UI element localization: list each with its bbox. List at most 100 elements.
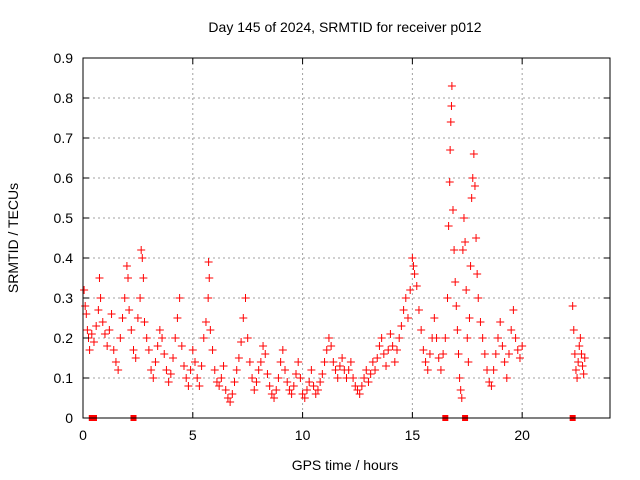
data-point (83, 326, 92, 334)
data-point (186, 366, 195, 374)
data-point (414, 306, 423, 314)
data-point (446, 146, 455, 154)
data-point (397, 322, 406, 330)
data-point (267, 390, 276, 398)
data-point (80, 286, 89, 294)
data-point (571, 366, 580, 374)
data-point (201, 318, 210, 326)
data-point (137, 246, 146, 254)
data-point (120, 294, 129, 302)
data-point (118, 314, 127, 322)
data-point (461, 238, 470, 246)
data-point (419, 346, 428, 354)
data-point (476, 318, 485, 326)
data-point (239, 314, 248, 322)
data-point (447, 82, 456, 90)
data-point (453, 326, 462, 334)
data-point (149, 374, 158, 382)
data-point (96, 294, 105, 302)
data-point (462, 286, 471, 294)
data-point (430, 314, 439, 322)
data-point (478, 334, 487, 342)
data-point (489, 366, 498, 374)
data-point (125, 306, 134, 314)
data-point (169, 354, 178, 362)
y-tick-label: 0.5 (54, 210, 74, 226)
data-point (82, 310, 91, 318)
x-tick-label: 0 (79, 427, 87, 443)
data-point (338, 354, 347, 362)
data-point (153, 342, 162, 350)
data-point (193, 374, 202, 382)
x-tick-labels: 0 5 10 15 20 (79, 427, 530, 443)
data-point (164, 378, 173, 386)
data-point (447, 102, 456, 110)
data-point (265, 382, 274, 390)
data-point (138, 254, 147, 262)
data-point (313, 386, 322, 394)
data-point (234, 354, 243, 362)
data-point (139, 274, 148, 282)
data-point (289, 382, 298, 390)
data-point (579, 370, 588, 378)
data-point (360, 374, 369, 382)
data-point (228, 390, 237, 398)
data-point (81, 302, 90, 310)
data-point (371, 366, 380, 374)
data-point (204, 294, 213, 302)
data-point (206, 326, 215, 334)
data-points (80, 82, 589, 406)
data-point (296, 374, 305, 382)
data-point (155, 326, 164, 334)
data-point (335, 362, 344, 370)
data-point (94, 306, 103, 314)
data-point (261, 350, 270, 358)
data-point (263, 370, 272, 378)
data-point (142, 334, 151, 342)
data-point (375, 342, 384, 350)
data-point (386, 330, 395, 338)
data-point (491, 350, 500, 358)
data-point (307, 366, 316, 374)
data-point (127, 326, 136, 334)
data-point (494, 334, 503, 342)
data-point (518, 342, 527, 350)
data-point (474, 294, 483, 302)
data-point (349, 374, 358, 382)
data-point (399, 306, 408, 314)
data-point (270, 394, 279, 402)
data-point (285, 386, 294, 394)
data-point (377, 334, 386, 342)
data-point (470, 182, 479, 190)
data-point (147, 366, 156, 374)
data-point (291, 370, 300, 378)
y-axis-label: SRMTID / TECUs (5, 183, 21, 293)
data-point (252, 378, 261, 386)
data-point (309, 382, 318, 390)
data-point (446, 118, 455, 126)
data-point (467, 194, 476, 202)
data-point (443, 294, 452, 302)
data-point (412, 282, 421, 290)
data-point (190, 358, 199, 366)
data-point (217, 374, 226, 382)
data-point (406, 286, 415, 294)
data-point (298, 390, 307, 398)
data-point (248, 374, 257, 382)
data-point (509, 306, 518, 314)
data-point (382, 362, 391, 370)
data-point (575, 342, 584, 350)
data-point (423, 366, 432, 374)
data-point (421, 358, 430, 366)
data-point (116, 334, 125, 342)
data-point (463, 334, 472, 342)
data-point (162, 366, 171, 374)
data-point (250, 386, 259, 394)
data-point (188, 346, 197, 354)
data-point (346, 358, 355, 366)
data-point (329, 358, 338, 366)
data-point (95, 274, 104, 282)
data-point (105, 326, 114, 334)
x-axis-label: GPS time / hours (292, 457, 399, 473)
data-point (100, 330, 109, 338)
